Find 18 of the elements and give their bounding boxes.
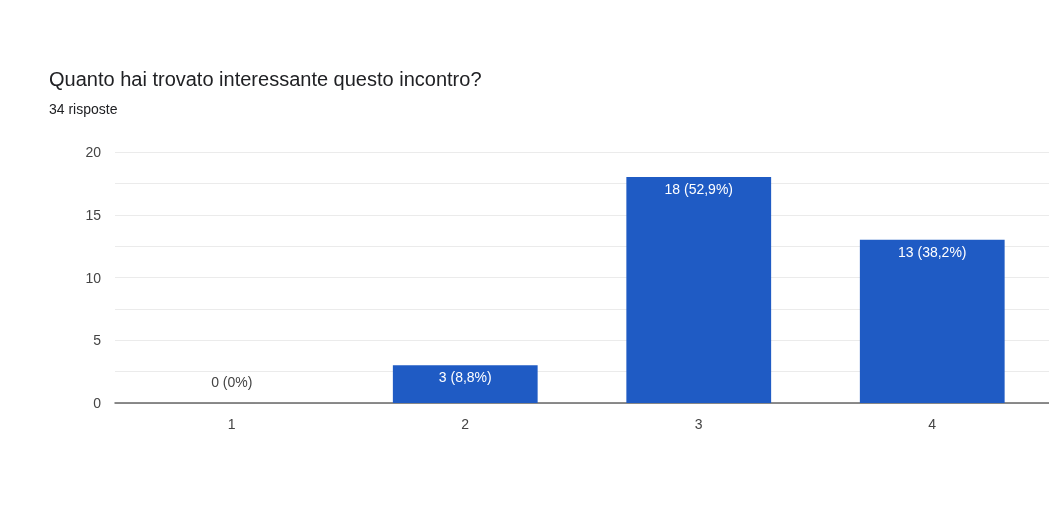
y-tick-label: 5 bbox=[93, 332, 102, 349]
chart-subtitle: 34 risposte bbox=[49, 101, 118, 117]
data-label: 18 (52,9%) bbox=[664, 181, 733, 198]
x-tick-label: 4 bbox=[928, 416, 937, 432]
x-tick-label: 2 bbox=[461, 416, 470, 432]
x-tick-label: 3 bbox=[694, 416, 703, 432]
bar bbox=[626, 177, 772, 403]
y-tick-label: 20 bbox=[85, 144, 102, 160]
bar bbox=[392, 365, 538, 403]
data-label: 0 (0%) bbox=[211, 374, 253, 390]
y-tick-label: 0 bbox=[93, 395, 102, 411]
chart-title: Quanto hai trovato interessante questo incontro? bbox=[49, 68, 482, 90]
x-tick-label: 1 bbox=[227, 416, 236, 432]
y-tick-label: 10 bbox=[85, 269, 102, 286]
data-label: 13 (38,2%) bbox=[898, 243, 967, 260]
data-label: 3 (8,8%) bbox=[438, 369, 492, 386]
y-tick-label: 15 bbox=[85, 206, 102, 223]
bar bbox=[859, 239, 1005, 403]
